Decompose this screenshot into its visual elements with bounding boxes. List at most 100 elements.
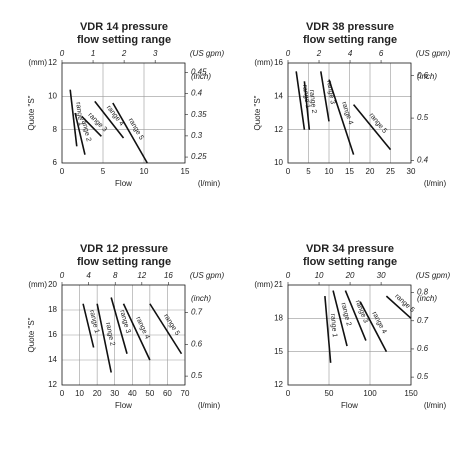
x-tick-label: 5 [306, 167, 311, 176]
y2-tick-label: 0.5 [417, 113, 429, 122]
y-unit-label: (mm) [254, 58, 273, 67]
x2-axis-label: (US gpm) [416, 271, 451, 280]
y-unit-label: (mm) [28, 58, 47, 67]
y-axis-label: Quote "S" [27, 95, 36, 130]
x2-tick-label: 6 [379, 49, 384, 58]
x-axis-label: Flow [341, 401, 358, 410]
y2-tick-label: 0.7 [417, 316, 429, 325]
range-line [81, 115, 102, 137]
x2-tick-label: 10 [315, 271, 324, 280]
range-line [74, 112, 86, 155]
y2-tick-label: 0.25 [191, 152, 207, 161]
range-line [295, 71, 306, 130]
x-tick-label: 5 [101, 167, 106, 176]
y-tick-label: 16 [274, 58, 283, 67]
x-unit-label: (l/min) [198, 179, 221, 188]
range-line [359, 301, 388, 353]
y-tick-label: 12 [48, 58, 57, 67]
range-label: range 4 [370, 311, 387, 335]
range-line [324, 296, 332, 363]
x2-tick-label: 1 [91, 49, 95, 58]
y-tick-label: 14 [48, 355, 57, 364]
y-axis-label: Quote "S" [27, 317, 36, 352]
plot-frame [287, 284, 412, 386]
y-tick-label: 6 [53, 158, 58, 167]
x-tick-label: 20 [366, 167, 375, 176]
range-line [328, 79, 355, 155]
x2-tick-label: 16 [164, 271, 173, 280]
x2-tick-label: 8 [113, 271, 118, 280]
range-label: range 1 [74, 102, 84, 126]
chart-title: VDR 38 pressure [306, 21, 394, 33]
y2-tick-label: 0.5 [191, 371, 203, 380]
y2-tick-label: 0.6 [191, 339, 203, 348]
range-line [352, 104, 392, 151]
range-label: range 3 [325, 80, 336, 105]
range-label: range 5 [127, 117, 145, 141]
x-tick-label: 10 [75, 389, 84, 398]
x2-tick-label: 0 [60, 271, 65, 280]
x2-tick-label: 4 [86, 271, 91, 280]
chart-subtitle: flow setting range [303, 34, 397, 46]
x-unit-label: (l/min) [424, 179, 447, 188]
range-line [149, 303, 183, 355]
x2-axis-label: (US gpm) [416, 49, 451, 58]
chart-subtitle: flow setting range [303, 256, 397, 268]
x2-tick-label: 30 [377, 271, 386, 280]
x-tick-label: 40 [128, 389, 137, 398]
y2-tick-label: 0.45 [191, 67, 207, 76]
x-tick-label: 25 [386, 167, 395, 176]
x-tick-label: 50 [325, 389, 334, 398]
y2-axis-label: (inch) [417, 294, 437, 303]
range-label: range 5 [162, 313, 181, 337]
range-label: range 1 [329, 313, 338, 337]
x-axis-label: Flow [115, 401, 132, 410]
y-tick-label: 10 [274, 158, 283, 167]
x2-tick-label: 12 [137, 271, 146, 280]
y-tick-label: 18 [48, 305, 57, 314]
range-line [110, 297, 128, 354]
y-tick-label: 18 [274, 313, 283, 322]
range-line [385, 295, 412, 319]
range-line [112, 102, 148, 164]
chart-title: VDR 12 pressure [80, 243, 168, 255]
x-tick-label: 50 [145, 389, 154, 398]
x-tick-label: 0 [286, 167, 291, 176]
y-tick-label: 12 [274, 125, 283, 134]
y-tick-label: 20 [48, 280, 57, 289]
chart-title: VDR 14 pressure [80, 21, 168, 33]
y2-tick-label: 0.3 [191, 131, 203, 140]
x2-tick-label: 2 [121, 49, 127, 58]
x-tick-label: 10 [325, 167, 334, 176]
x-tick-label: 60 [163, 389, 172, 398]
x2-axis-label: (US gpm) [190, 271, 225, 280]
y2-tick-label: 0.5 [417, 372, 429, 381]
y-tick-label: 15 [274, 347, 283, 356]
y-tick-label: 12 [48, 380, 57, 389]
range-label: range 2 [104, 322, 116, 347]
x-tick-label: 0 [286, 389, 291, 398]
range-label: range 2 [308, 89, 317, 113]
chart-title: VDR 34 pressure [306, 243, 394, 255]
range-label: range 5 [368, 112, 389, 135]
y-tick-label: 12 [274, 380, 283, 389]
y2-tick-label: 0.6 [417, 71, 429, 80]
x-tick-label: 100 [363, 389, 377, 398]
y-unit-label: (mm) [254, 280, 273, 289]
x-tick-label: 10 [140, 167, 149, 176]
x2-axis-label: (US gpm) [190, 49, 225, 58]
x-axis-label: Flow [115, 179, 132, 188]
range-line [303, 81, 311, 130]
chart-subtitle: flow setting range [77, 256, 171, 268]
range-line [122, 303, 151, 361]
x-tick-label: 70 [181, 389, 190, 398]
x2-tick-label: 4 [348, 49, 353, 58]
x2-tick-label: 2 [316, 49, 322, 58]
x-tick-label: 30 [407, 167, 416, 176]
x2-tick-label: 0 [60, 49, 65, 58]
